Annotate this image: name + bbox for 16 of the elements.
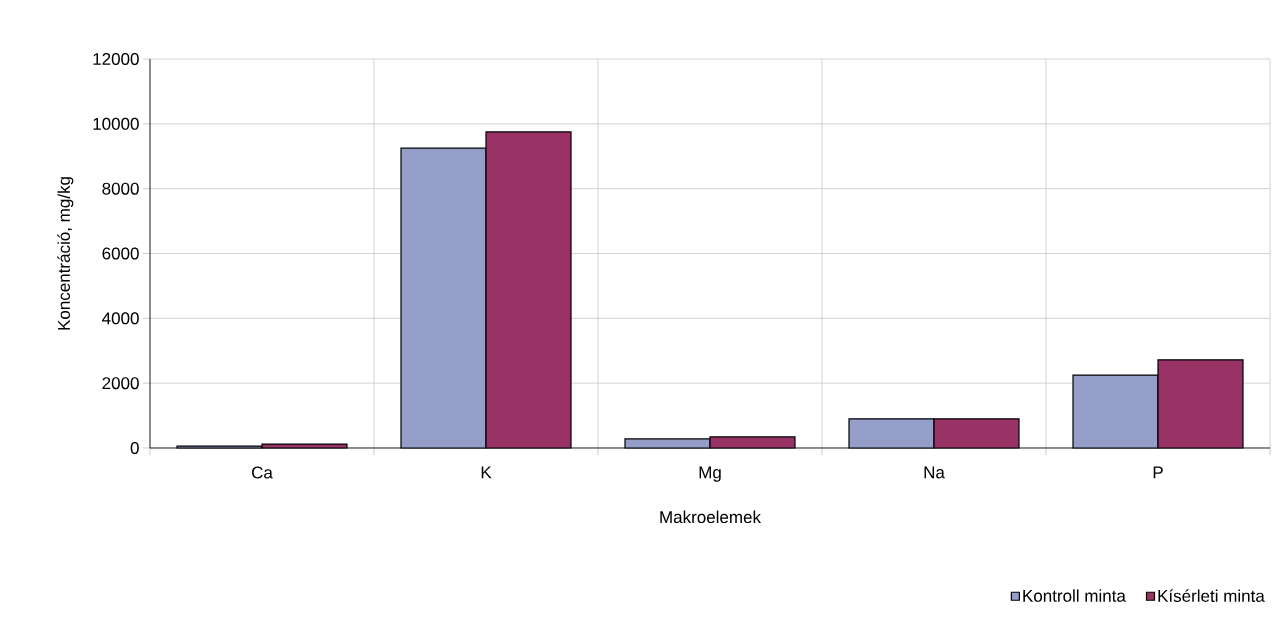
legend-label: Kontroll minta [1023, 589, 1126, 602]
x-tick-label: Na [924, 466, 945, 479]
y-tick-label: 8000 [102, 182, 139, 195]
x-tick-label: Mg [699, 466, 721, 482]
y-tick-label: 12000 [93, 52, 139, 66]
y-tick-label: 0 [130, 441, 139, 455]
y-axis-title: Koncentráció, mg/kg [57, 177, 74, 330]
x-axis-title: Makroelemek [660, 510, 762, 524]
y-tick-label: 4000 [102, 312, 139, 325]
y-tick-label: 2000 [102, 377, 139, 390]
y-tick-label: 10000 [93, 117, 139, 130]
x-tick-label: Ca [252, 466, 273, 479]
y-tick-label: 6000 [102, 247, 139, 260]
x-tick-label: P [1153, 466, 1163, 479]
legend-label: Kísérleti minta [1158, 589, 1265, 602]
x-tick-label: K [481, 466, 492, 479]
